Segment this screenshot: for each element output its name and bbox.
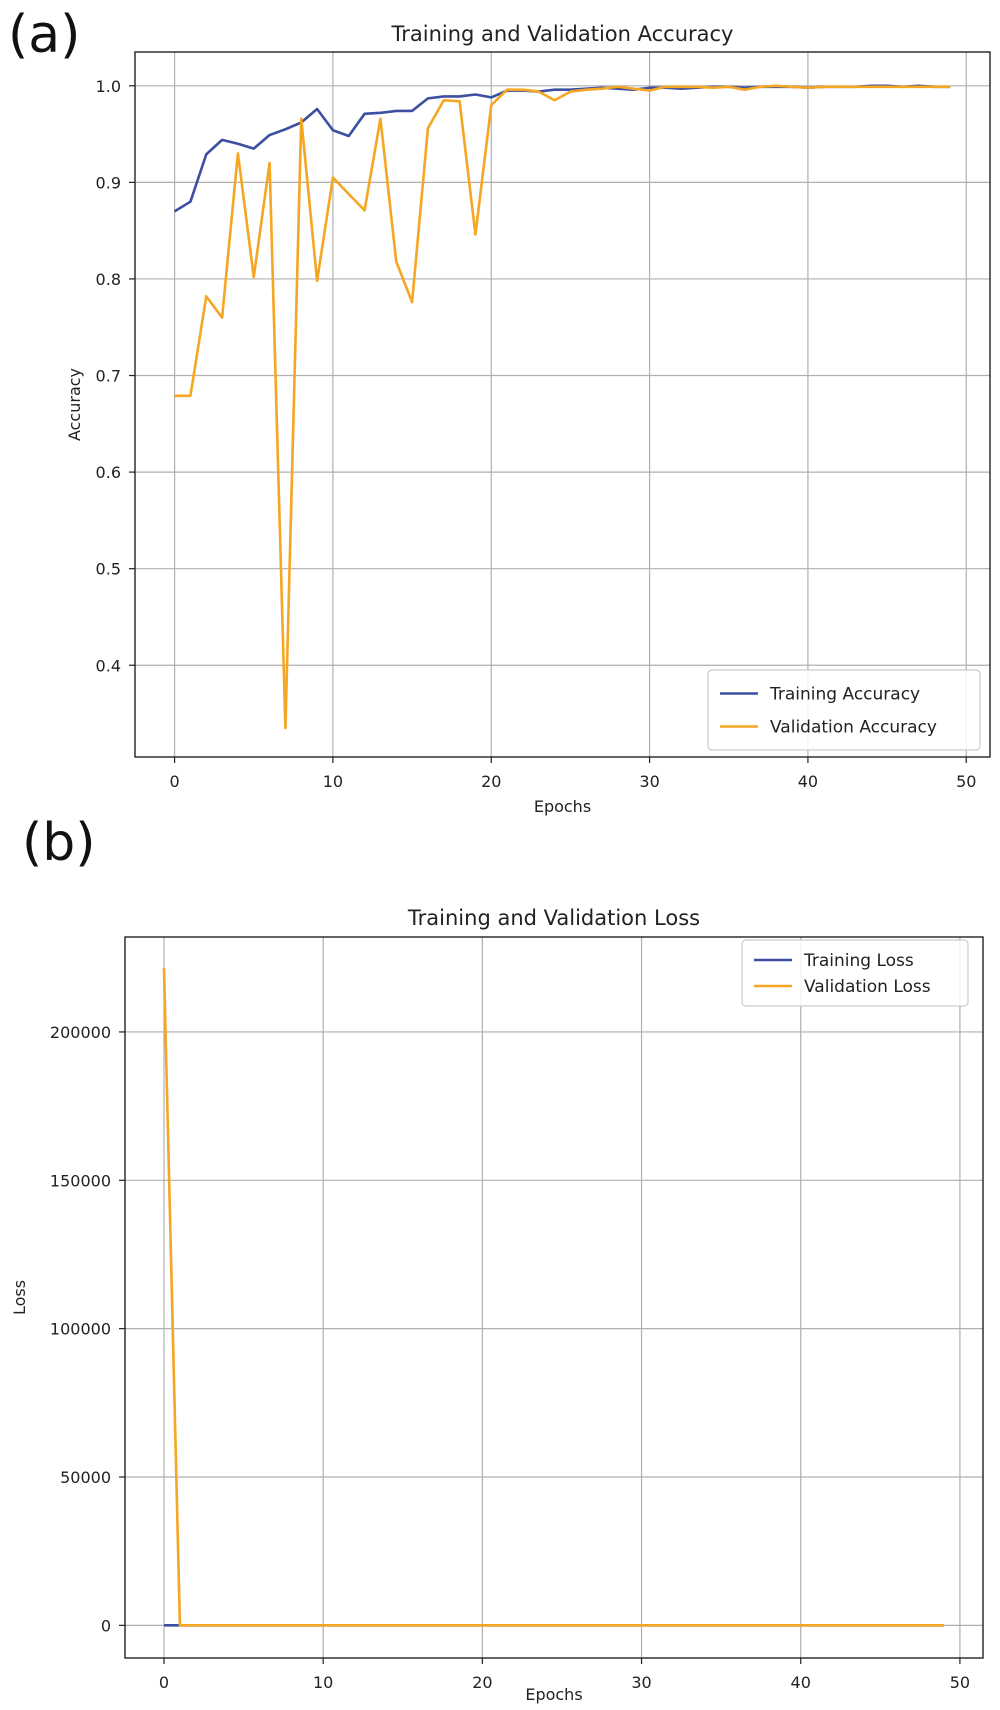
y-axis-label: Loss <box>10 1280 29 1315</box>
y-tick-label: 0.4 <box>96 656 121 675</box>
x-tick-label: 20 <box>481 772 501 791</box>
series-line-validation-loss <box>162 968 944 1627</box>
y-tick-label: 200000 <box>50 1023 111 1042</box>
y-tick-label: 0 <box>101 1616 111 1635</box>
y-tick-label: 0.8 <box>96 270 121 289</box>
y-axis-label: Accuracy <box>65 368 84 441</box>
loss-chart: 0 10 20 30 40 50 0 50000 100000 150000 200000 Train… <box>10 906 984 1704</box>
y-tick-label: 50000 <box>60 1468 111 1487</box>
y-tick-label: 0.6 <box>96 463 121 482</box>
y-tick-label: 150000 <box>50 1171 111 1190</box>
legend-label: Validation Loss <box>804 977 931 997</box>
series-line-training-accuracy <box>173 84 951 213</box>
panel-tag-a: (a) <box>8 5 80 65</box>
x-tick-label: 40 <box>798 772 818 791</box>
x-tick-label: 30 <box>639 772 659 791</box>
plot-frame <box>124 936 984 1659</box>
plot-frame <box>134 51 991 758</box>
chart-title: Training and Validation Accuracy <box>391 22 734 46</box>
x-tick-label: 0 <box>169 772 179 791</box>
legend-box <box>707 669 981 751</box>
y-tick-label: 0.9 <box>96 173 121 192</box>
legend-box <box>741 939 969 1007</box>
legend-label: Training Accuracy <box>769 685 920 705</box>
x-tick-label: 10 <box>323 772 343 791</box>
y-tick-label: 0.7 <box>96 367 121 386</box>
x-tick-label: 50 <box>956 772 976 791</box>
y-tick-label: 100000 <box>50 1320 111 1339</box>
y-tick-label: 1.0 <box>96 77 121 96</box>
x-axis-label: Epochs <box>534 797 591 816</box>
legend-label: Training Loss <box>803 951 914 971</box>
x-tick-label: 30 <box>631 1673 651 1692</box>
x-tick-label: 40 <box>791 1673 811 1692</box>
series-line-validation-accuracy <box>174 84 951 730</box>
x-tick-label: 50 <box>950 1673 970 1692</box>
panel-tag-b: (b) <box>22 813 96 873</box>
x-tick-label: 10 <box>313 1673 333 1692</box>
x-tick-label: 20 <box>472 1673 492 1692</box>
y-tick-label: 0.5 <box>96 560 121 579</box>
x-axis-label: Epochs <box>525 1685 582 1704</box>
legend-label: Validation Accuracy <box>770 718 937 738</box>
accuracy-chart: 0 10 20 30 40 50 0.4 0.5 0.6 0.7 0.8 0.9 1.0 Training… <box>65 22 991 816</box>
x-tick-label: 0 <box>159 1673 169 1692</box>
chart-title: Training and Validation Loss <box>407 906 700 930</box>
